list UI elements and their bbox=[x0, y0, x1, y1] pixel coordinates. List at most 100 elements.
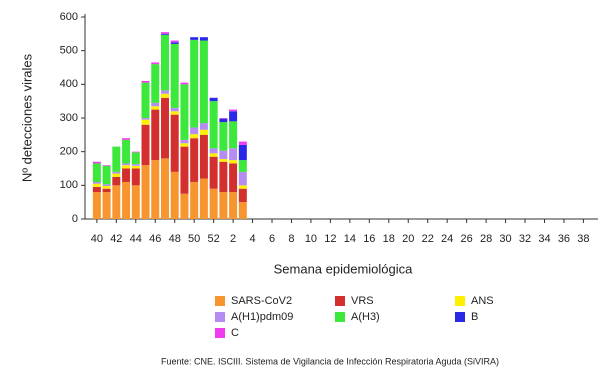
bar-segment bbox=[219, 122, 228, 151]
bar-segment bbox=[141, 82, 150, 118]
bar-segment bbox=[238, 202, 247, 219]
x-tick-label: 22 bbox=[422, 233, 434, 245]
legend-label: A(H3) bbox=[351, 311, 380, 323]
bar-segment bbox=[151, 102, 160, 107]
bar-segment bbox=[122, 138, 131, 140]
x-tick-label: 28 bbox=[480, 233, 492, 245]
bar-segment bbox=[102, 165, 111, 166]
bar-segment bbox=[170, 42, 179, 44]
bar-segment bbox=[180, 146, 189, 194]
x-tick-label: 6 bbox=[269, 233, 275, 245]
x-tick-label: 4 bbox=[249, 233, 255, 245]
legend-label: VRS bbox=[351, 295, 374, 307]
bar-segment bbox=[151, 64, 160, 103]
legend-swatch bbox=[215, 296, 225, 306]
bar-segment bbox=[102, 188, 111, 193]
x-tick-label: 32 bbox=[519, 233, 531, 245]
y-tick-label: 300 bbox=[60, 112, 78, 124]
bar-segment bbox=[160, 33, 169, 35]
legend-swatch bbox=[455, 296, 465, 306]
x-tick-label: 44 bbox=[130, 233, 142, 245]
y-tick-label: 400 bbox=[60, 78, 78, 90]
legend-swatch bbox=[335, 312, 345, 322]
bar-segment bbox=[238, 171, 247, 186]
bar-segment bbox=[170, 114, 179, 172]
bar-segment bbox=[141, 165, 150, 219]
x-tick-label: 16 bbox=[363, 233, 375, 245]
bar-segment bbox=[209, 148, 218, 154]
bar-segment bbox=[209, 153, 218, 157]
x-tick-label: 12 bbox=[324, 233, 336, 245]
bar-segment bbox=[170, 107, 179, 112]
bar-segment bbox=[170, 43, 179, 108]
bar-segment bbox=[92, 192, 101, 219]
bar-segment bbox=[229, 160, 238, 164]
bar-segment bbox=[209, 188, 218, 219]
x-tick-label: 36 bbox=[558, 233, 570, 245]
bar-segment bbox=[160, 93, 169, 98]
bar-segment bbox=[180, 139, 189, 144]
bar-segment bbox=[141, 119, 150, 125]
x-tick-label: 26 bbox=[461, 233, 473, 245]
x-tick-label: 40 bbox=[91, 233, 103, 245]
bar-segment bbox=[92, 187, 101, 193]
bar-segment bbox=[122, 181, 131, 219]
bar-segment bbox=[219, 192, 228, 219]
y-tick-label: 100 bbox=[60, 179, 78, 191]
x-tick-label: 42 bbox=[110, 233, 122, 245]
x-tick-label: 34 bbox=[538, 233, 550, 245]
legend-label: ANS bbox=[471, 295, 494, 307]
bar-segment bbox=[199, 37, 208, 41]
bar-segment bbox=[229, 192, 238, 219]
bar-segment bbox=[131, 185, 140, 219]
bar-segment bbox=[199, 129, 208, 135]
bar-segment bbox=[160, 158, 169, 219]
bar-segment bbox=[170, 40, 179, 43]
legend-label: B bbox=[471, 311, 478, 323]
bar-segment bbox=[131, 152, 140, 165]
x-tick-label: 8 bbox=[288, 233, 294, 245]
bar-segment bbox=[122, 139, 131, 164]
bar-segment bbox=[209, 156, 218, 189]
x-tick-label: 20 bbox=[402, 233, 414, 245]
bar-segment bbox=[238, 144, 247, 161]
bar-segment bbox=[92, 181, 101, 184]
bar-segment bbox=[92, 163, 101, 182]
bar-segment bbox=[112, 171, 121, 174]
legend-label: SARS-CoV2 bbox=[231, 295, 292, 307]
x-tick-label: 38 bbox=[577, 233, 589, 245]
bar-segment bbox=[209, 97, 218, 102]
legend-label: C bbox=[231, 327, 239, 339]
bar-segment bbox=[199, 134, 208, 179]
bar-segment bbox=[141, 118, 150, 120]
legend-label: A(H1)pdm09 bbox=[231, 311, 293, 323]
bar-segment bbox=[170, 111, 179, 115]
bar-segment bbox=[151, 106, 160, 110]
bar-segment bbox=[219, 118, 228, 119]
bar-segment bbox=[160, 32, 169, 34]
bar-segment bbox=[190, 138, 199, 182]
bar-segment bbox=[219, 161, 228, 193]
y-tick-label: 200 bbox=[60, 146, 78, 158]
x-tick-label: 24 bbox=[441, 233, 453, 245]
bar-segment bbox=[199, 123, 208, 130]
bar-segment bbox=[238, 185, 247, 189]
bar-segment bbox=[141, 80, 150, 83]
bar-segment bbox=[190, 181, 199, 219]
legend-swatch bbox=[215, 328, 225, 338]
bar-segment bbox=[122, 163, 131, 166]
bar-segment bbox=[238, 188, 247, 203]
bar-segment bbox=[151, 109, 160, 161]
bar-segment bbox=[160, 97, 169, 159]
bar-segment bbox=[151, 62, 160, 65]
bar-segment bbox=[112, 185, 121, 219]
x-axis-label: Semana epidemiológica bbox=[274, 261, 414, 276]
bar-segment bbox=[131, 151, 140, 153]
y-tick-label: 600 bbox=[60, 11, 78, 23]
bar-segment bbox=[238, 141, 247, 145]
bar-segment bbox=[180, 82, 189, 85]
bar-segment bbox=[131, 165, 140, 169]
bar-segment bbox=[190, 37, 199, 40]
bar-segment bbox=[112, 146, 121, 172]
